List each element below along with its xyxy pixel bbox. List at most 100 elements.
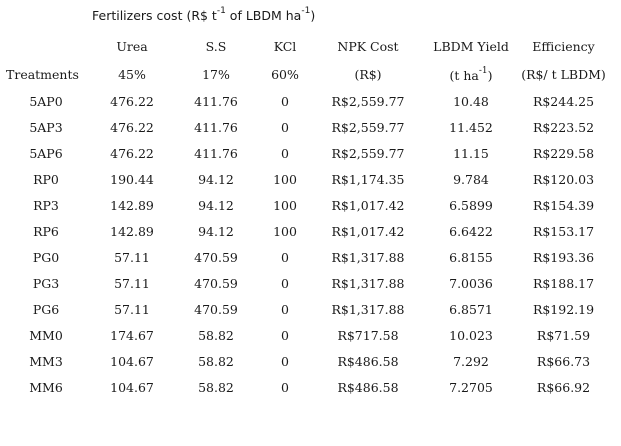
cell-ss: 470.59	[194, 302, 238, 318]
cell-yield: 6.6422	[449, 224, 493, 240]
yield-unit-prefix: (t ha	[449, 68, 479, 84]
title-middle: of LBDM ha	[225, 8, 302, 24]
table-row: PG6 57.11 470.59 0 R$1,317.88 6.8571 R$192.19	[0, 297, 621, 323]
cell-efficiency: R$244.25	[532, 94, 595, 110]
cell-efficiency: R$71.59	[536, 328, 591, 344]
cell-npk: R$2,559.77	[331, 146, 405, 162]
table-row: MM0 174.67 58.82 0 R$717.58 10.023 R$71.59	[0, 323, 621, 349]
cell-efficiency: R$229.58	[532, 146, 595, 162]
cell-yield: 9.784	[453, 172, 489, 188]
cell-ss: 58.82	[198, 380, 234, 396]
header-npk-unit: (R$)	[354, 66, 382, 82]
cell-efficiency: R$223.52	[532, 120, 595, 136]
cell-urea: 190.44	[110, 172, 154, 188]
cell-urea: 57.11	[114, 276, 150, 292]
header-ss-pct: 17%	[202, 66, 230, 82]
cell-treatment: MM3	[29, 354, 63, 370]
fertilizer-cost-table: Urea S.S KCl NPK Cost LBDM Yield Efficie…	[0, 34, 621, 401]
cell-urea: 57.11	[114, 250, 150, 266]
cell-ss: 94.12	[198, 224, 234, 240]
cell-npk: R$2,559.77	[331, 94, 405, 110]
header-row-1: Urea S.S KCl NPK Cost LBDM Yield Efficie…	[0, 34, 621, 60]
cell-efficiency: R$188.17	[532, 276, 595, 292]
cell-treatment: PG3	[32, 276, 60, 292]
table-row: RP3 142.89 94.12 100 R$1,017.42 6.5899 R$154.3…	[0, 193, 621, 219]
cell-treatment: 5AP6	[29, 146, 63, 162]
cell-npk: R$1,017.42	[331, 198, 405, 214]
header-efficiency: Efficiency	[532, 39, 595, 54]
cell-kcl: 0	[281, 250, 289, 266]
table-title: Fertilizers cost (R$ t-1 of LBDM ha-1)	[92, 6, 316, 24]
cell-urea: 476.22	[110, 94, 154, 110]
cell-kcl: 100	[273, 172, 297, 188]
table-row: RP6 142.89 94.12 100 R$1,017.42 6.6422 R$153.1…	[0, 219, 621, 245]
cell-efficiency: R$154.39	[532, 198, 595, 214]
cell-ss: 58.82	[198, 354, 234, 370]
title-sup-1: -1	[216, 6, 226, 16]
cell-ss: 470.59	[194, 276, 238, 292]
cell-ss: 411.76	[194, 146, 238, 162]
cell-efficiency: R$66.92	[536, 380, 591, 396]
title-suffix: )	[310, 8, 316, 24]
cell-efficiency: R$192.19	[532, 302, 595, 318]
cell-kcl: 0	[281, 328, 289, 344]
table-row: 5AP6 476.22 411.76 0 R$2,559.77 11.15 R$229.58	[0, 141, 621, 167]
cell-ss: 94.12	[198, 198, 234, 214]
table-row: PG3 57.11 470.59 0 R$1,317.88 7.0036 R$188.17	[0, 271, 621, 297]
cell-treatment: PG0	[32, 250, 60, 266]
cell-npk: R$1,317.88	[331, 276, 405, 292]
cell-npk: R$1,017.42	[331, 224, 405, 240]
cell-npk: R$486.58	[337, 380, 399, 396]
cell-treatment: RP6	[33, 224, 59, 240]
cell-kcl: 0	[281, 302, 289, 318]
table-row: MM3 104.67 58.82 0 R$486.58 7.292 R$66.73	[0, 349, 621, 375]
cell-npk: R$486.58	[337, 354, 399, 370]
cell-yield: 10.023	[449, 328, 493, 344]
cell-urea: 476.22	[110, 146, 154, 162]
cell-urea: 104.67	[110, 380, 154, 396]
cell-urea: 174.67	[110, 328, 154, 344]
header-urea: Urea	[116, 39, 148, 54]
cell-efficiency: R$153.17	[532, 224, 595, 240]
header-efficiency-unit: (R$/ t LBDM)	[521, 66, 606, 82]
cell-yield: 7.2705	[449, 380, 493, 396]
cell-yield: 10.48	[453, 94, 489, 110]
cell-yield: 6.5899	[449, 198, 493, 214]
cell-kcl: 0	[281, 380, 289, 396]
table-row: MM6 104.67 58.82 0 R$486.58 7.2705 R$66.92	[0, 375, 621, 401]
cell-ss: 411.76	[194, 94, 238, 110]
cell-kcl: 0	[281, 354, 289, 370]
cell-kcl: 0	[281, 94, 289, 110]
cell-npk: R$1,317.88	[331, 250, 405, 266]
cell-treatment: 5AP0	[29, 94, 63, 110]
cell-ss: 411.76	[194, 120, 238, 136]
cell-ss: 470.59	[194, 250, 238, 266]
cell-yield: 6.8155	[449, 250, 493, 266]
table-row: PG0 57.11 470.59 0 R$1,317.88 6.8155 R$193.36	[0, 245, 621, 271]
title-prefix: Fertilizers cost (R$ t	[92, 8, 217, 24]
table-row: 5AP0 476.22 411.76 0 R$2,559.77 10.48 R$244.25	[0, 89, 621, 115]
cell-kcl: 100	[273, 198, 297, 214]
header-urea-pct: 45%	[118, 66, 146, 82]
cell-urea: 142.89	[110, 224, 154, 240]
cell-urea: 476.22	[110, 120, 154, 136]
cell-npk: R$2,559.77	[331, 120, 405, 136]
header-empty	[0, 34, 92, 60]
cell-npk: R$717.58	[337, 328, 399, 344]
cell-yield: 7.292	[453, 354, 489, 370]
cell-treatment: RP3	[33, 198, 59, 214]
yield-unit-suffix: )	[487, 68, 493, 84]
cell-kcl: 0	[281, 146, 289, 162]
cell-yield: 11.15	[453, 146, 489, 162]
header-row-2: Treatments 45% 17% 60% (R$) (t ha-1) (R$…	[0, 60, 621, 89]
cell-treatment: MM6	[29, 380, 63, 396]
table-body: 5AP0 476.22 411.76 0 R$2,559.77 10.48 R$244.25…	[0, 89, 621, 401]
cell-kcl: 100	[273, 224, 297, 240]
cell-efficiency: R$66.73	[536, 354, 591, 370]
cell-yield: 7.0036	[449, 276, 493, 292]
cell-treatment: PG6	[32, 302, 60, 318]
header-lbdm-yield: LBDM Yield	[433, 39, 509, 54]
yield-unit-sup: -1	[478, 66, 488, 76]
cell-yield: 6.8571	[449, 302, 493, 318]
